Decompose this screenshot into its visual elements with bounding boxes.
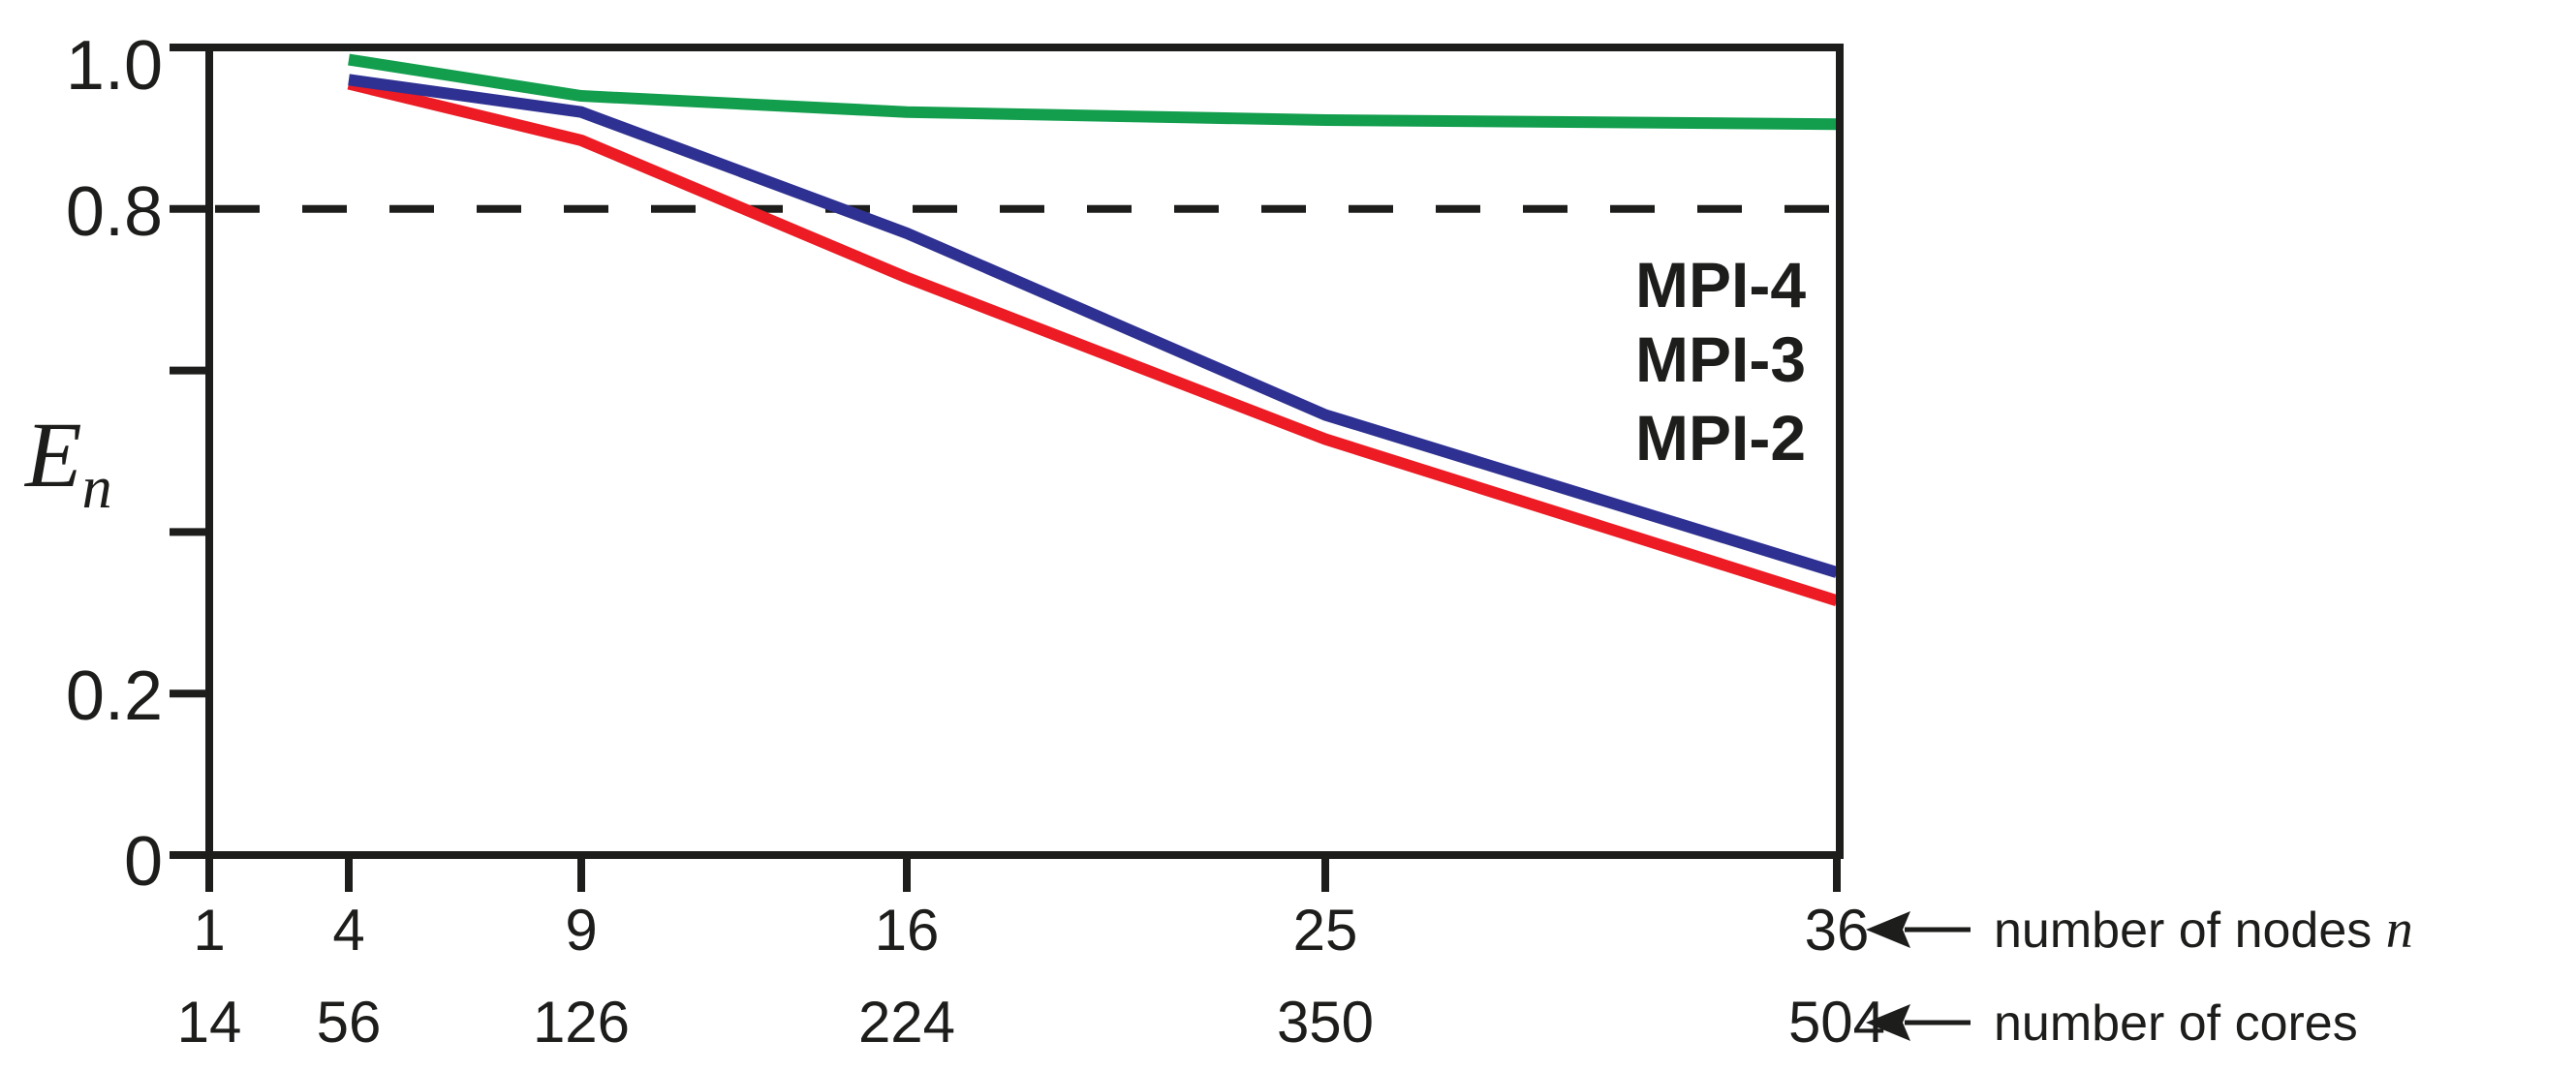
y-tick-label: 0.2 (66, 658, 163, 735)
legend: MPI-4 MPI-3 MPI-2 (1635, 249, 1806, 474)
x-node-label: 9 (565, 898, 597, 963)
nodes-annotation-label: number of nodes n (1994, 900, 2413, 960)
y-tick-label: 1.0 (66, 27, 163, 105)
y-axis-label-sub-n: n (82, 455, 112, 521)
x-core-label: 56 (317, 990, 382, 1055)
x-node-label: 25 (1293, 898, 1358, 963)
x-node-label: 4 (332, 898, 364, 963)
legend-item-mpi3: MPI-3 (1635, 323, 1806, 395)
axis-annotations: number of nodes n number of cores (1866, 900, 2413, 1052)
y-axis-label: En (23, 403, 112, 521)
x-node-label: 16 (875, 898, 940, 963)
left-arrow-icon (1866, 1004, 1910, 1041)
x-core-label: 14 (177, 990, 242, 1055)
x-node-label: 36 (1805, 898, 1870, 963)
left-arrow-icon (1866, 911, 1910, 948)
x-core-label: 350 (1277, 990, 1374, 1055)
cores-annotation-label: number of cores (1994, 995, 2358, 1052)
y-axis-label-E: E (23, 403, 82, 506)
x-node-label: 1 (193, 898, 225, 963)
nodes-annotation-var-n: n (2386, 900, 2413, 960)
legend-item-mpi4: MPI-4 (1635, 249, 1806, 321)
series-line-mpi-2 (347, 77, 1839, 607)
y-tick-label: 0.8 (66, 173, 163, 251)
legend-item-mpi2: MPI-2 (1635, 402, 1806, 474)
series-line-mpi-4 (348, 53, 1838, 131)
nodes-annotation-text: number of nodes (1994, 903, 2386, 959)
cores-annotation: number of cores (1866, 995, 2358, 1052)
plot-frame (205, 44, 1844, 859)
series-line-mpi-3 (348, 74, 1839, 578)
y-tick-label: 0 (124, 823, 163, 901)
x-core-label: 224 (858, 990, 955, 1055)
nodes-annotation: number of nodes n (1866, 900, 2413, 960)
x-core-label: 126 (533, 990, 630, 1055)
